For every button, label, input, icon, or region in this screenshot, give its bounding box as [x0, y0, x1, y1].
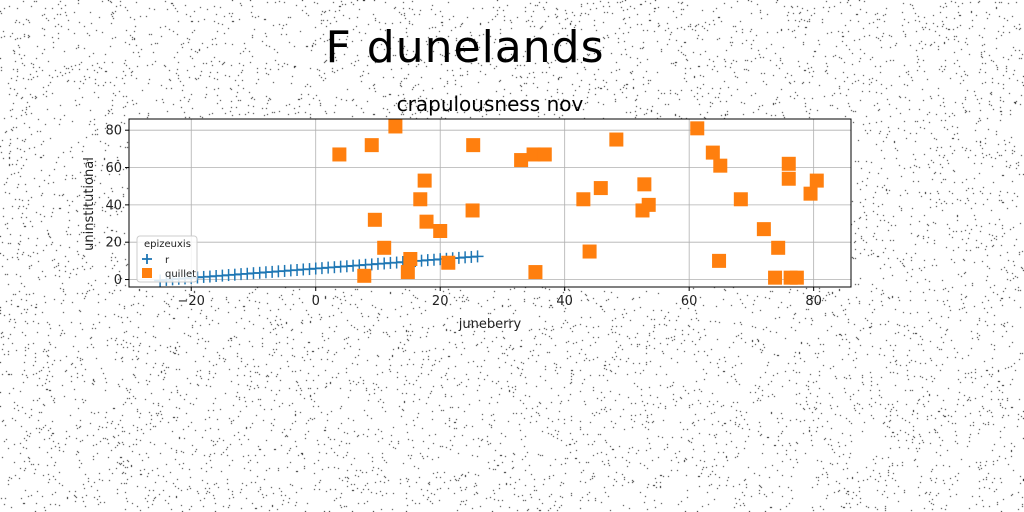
point-quillet [609, 132, 624, 147]
point-quillet [403, 252, 418, 266]
legend-label-r: r [165, 255, 170, 266]
point-quillet [809, 173, 824, 188]
legend: epizeuxis r quillet [136, 235, 198, 283]
x-axis-label: juneberry [458, 317, 522, 332]
legend-quillet-marker [142, 268, 152, 278]
point-quillet [781, 171, 796, 186]
point-quillet [433, 224, 448, 238]
axis-ticks: −20 0 20 40 60 80 0 20 40 60 80 [105, 124, 821, 309]
y-tick-label: 60 [105, 161, 122, 176]
point-quillet [781, 156, 796, 171]
series-quillet [332, 119, 824, 285]
point-quillet [690, 121, 705, 136]
point-quillet [712, 253, 727, 268]
point-quillet [713, 158, 728, 173]
y-axis-label: uninstitutional [82, 157, 97, 251]
x-tick-label: 0 [312, 294, 320, 309]
point-quillet [417, 173, 432, 188]
x-tick-label: 80 [805, 294, 822, 309]
point-quillet [733, 192, 748, 207]
point-quillet [537, 147, 552, 162]
legend-r-marker [142, 254, 152, 264]
point-quillet [367, 212, 382, 227]
point-quillet [364, 138, 379, 153]
legend-title: epizeuxis [144, 239, 191, 250]
point-quillet [768, 270, 783, 285]
point-quillet [332, 147, 347, 162]
point-quillet [576, 192, 591, 207]
point-quillet [803, 186, 818, 201]
point-quillet [771, 240, 786, 255]
point-quillet [705, 145, 720, 160]
x-tick-label: 40 [556, 294, 573, 309]
point-quillet [528, 265, 543, 280]
point-quillet [789, 270, 804, 285]
point-quillet [441, 255, 456, 270]
point-r [471, 250, 484, 263]
y-tick-label: 80 [105, 124, 122, 139]
grid-lines [129, 119, 851, 287]
plot-frame [128, 118, 852, 288]
chart-title: crapulousness nov [397, 92, 584, 116]
point-quillet [756, 222, 771, 237]
point-quillet [465, 203, 480, 218]
point-quillet [400, 265, 415, 280]
point-quillet [388, 119, 403, 134]
point-quillet [514, 153, 529, 168]
y-tick-label: 20 [105, 236, 122, 251]
figure-title: F dunelands [325, 22, 605, 73]
point-quillet [419, 214, 434, 229]
legend-label-quillet: quillet [165, 269, 196, 280]
point-quillet [582, 244, 597, 259]
point-quillet [637, 177, 652, 192]
point-quillet [357, 268, 372, 283]
plot-area [129, 119, 851, 287]
point-quillet [413, 192, 428, 207]
point-quillet [641, 197, 656, 212]
point-quillet [526, 147, 541, 162]
point-quillet [593, 181, 608, 196]
x-tick-label: 60 [681, 294, 698, 309]
x-tick-label: −20 [178, 294, 205, 309]
point-quillet [377, 240, 392, 255]
y-tick-label: 0 [114, 273, 122, 288]
point-quillet [466, 138, 481, 153]
x-tick-label: 20 [432, 294, 449, 309]
y-tick-label: 40 [105, 198, 122, 213]
